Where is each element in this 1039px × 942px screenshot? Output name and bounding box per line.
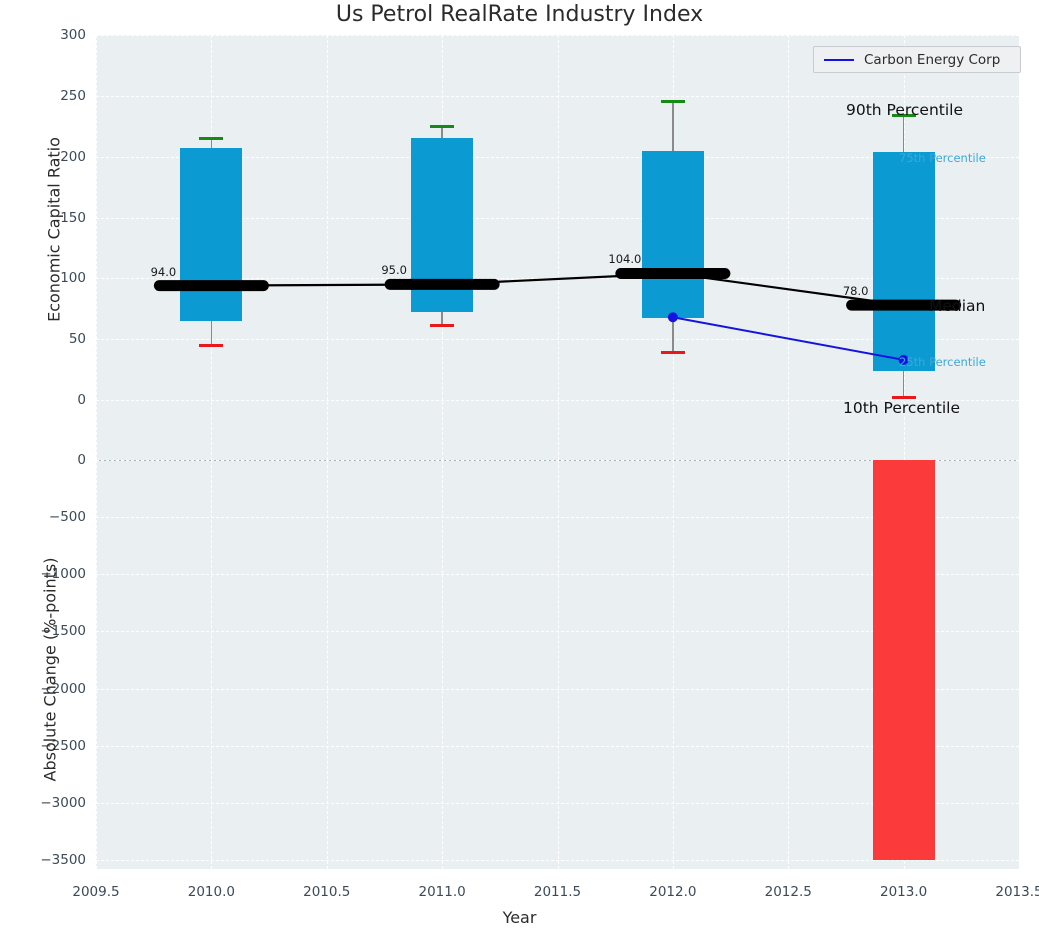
gridline-vertical [326,460,328,869]
cap-90th-percentile [660,100,685,104]
legend-line-icon [824,58,854,61]
y-tick-label: −2000 [40,680,86,697]
interquartile-box [872,151,935,371]
absolute-change-bar [872,460,935,860]
legend[interactable]: Carbon Energy Corp [813,46,1021,73]
interquartile-box [411,138,474,313]
y-tick-label: 300 [60,27,86,43]
gridline-vertical [442,460,444,869]
cap-10th-percentile [660,351,685,355]
y-tick-label: 50 [68,331,86,348]
annotation-75th-percentile: 75th Percentile [899,151,986,165]
interquartile-box [641,150,704,319]
annotation-10th-percentile: 10th Percentile [843,399,961,417]
gridline-vertical [96,460,97,869]
annotation-25th-percentile: 25th Percentile [899,355,986,369]
gridline-vertical [557,35,559,460]
y-tick-label: 100 [60,270,86,287]
x-axis-label: Year [502,908,537,927]
cap-10th-percentile [891,396,916,400]
gridline-vertical [211,460,213,869]
annotation-median: Median [929,297,986,315]
x-tick-label: 2012.5 [764,884,812,900]
x-tick-label: 2011.5 [533,884,582,900]
annotation-90th-percentile: 90th Percentile [846,101,964,119]
median-value-label: 95.0 [381,263,407,278]
cap-90th-percentile [430,124,455,128]
y-tick-label: −3500 [40,852,86,868]
y-tick-label: 0 [77,452,86,468]
y-tick-label: 200 [60,148,86,165]
legend-label: Carbon Energy Corp [864,51,1001,68]
cap-90th-percentile [199,136,224,140]
gridline-vertical [672,460,674,869]
x-tick-label: 2013.0 [880,884,928,900]
cap-10th-percentile [199,343,224,347]
median-value-label: 104.0 [608,252,642,267]
cap-10th-percentile [430,324,455,328]
x-tick-label: 2011.0 [418,884,466,900]
interquartile-box [180,148,243,321]
y-axis-label-bottom: Absolute Change (%-points) [40,557,60,782]
median-value-label: 78.0 [842,284,869,299]
x-tick-label: 2010.5 [303,884,351,900]
y-tick-label: −500 [48,509,86,526]
chart-title: Us Petrol RealRate Industry Index [335,2,704,27]
gridline-vertical [788,460,790,869]
y-tick-label: −1000 [40,566,86,583]
y-tick-label: 150 [60,209,86,226]
x-tick-label: 2012.0 [649,884,697,900]
y-tick-label: 0 [77,392,86,408]
cap-90th-percentile [891,113,916,117]
y-tick-label: −1500 [40,623,86,640]
x-tick-label: 2013.5 [995,884,1039,900]
x-tick-label: 2010.0 [187,884,235,900]
y-tick-label: −3000 [40,794,86,811]
y-tick-label: −2500 [40,737,86,754]
gridline-vertical [1019,460,1020,869]
gridline-vertical [557,460,559,869]
y-tick-label: 250 [60,87,86,104]
gridline-vertical [96,35,97,460]
gridline-vertical [788,35,790,460]
median-value-label: 94.0 [150,264,177,279]
y-axis-label-top: Economic Capital Ratio [44,137,64,322]
gridline-vertical [1019,35,1020,460]
gridline-vertical [326,35,328,460]
x-tick-label: 2009.5 [72,884,120,900]
